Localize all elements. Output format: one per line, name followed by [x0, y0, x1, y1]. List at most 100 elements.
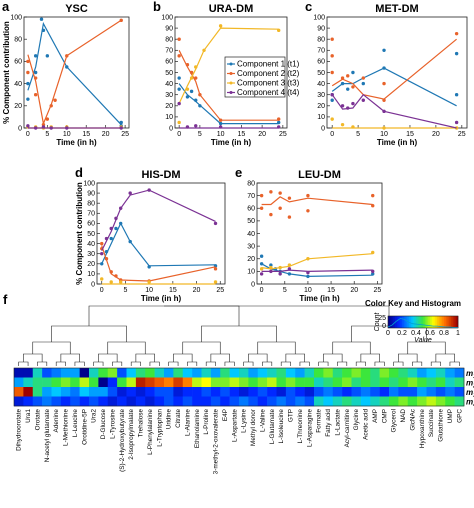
color-key-swatch	[438, 316, 441, 328]
series-line	[331, 93, 457, 129]
y-tick-label: 0	[91, 281, 95, 288]
legend-entry: Component 4 (t4)	[237, 88, 300, 97]
heatmap-cell	[42, 377, 52, 388]
data-point	[382, 81, 386, 86]
heatmap-cell	[192, 396, 202, 407]
heatmap-cell	[173, 368, 184, 378]
heatmap-cell	[89, 396, 99, 407]
column-label: L-Leucine	[72, 409, 79, 438]
color-key-swatch	[449, 316, 452, 328]
data-point	[330, 93, 334, 97]
color-key-ylabel: Count	[374, 312, 381, 332]
data-point	[287, 215, 292, 219]
color-key-swatch	[428, 316, 431, 328]
x-tick-label: 0	[330, 131, 334, 138]
data-point	[114, 226, 118, 231]
heatmap-cell	[79, 396, 90, 407]
heatmap-cell	[304, 368, 315, 378]
heatmap-cell	[70, 387, 80, 397]
data-point	[100, 262, 104, 266]
y-tick-label: 70	[87, 211, 95, 218]
data-point	[119, 280, 123, 284]
panel-c: 0 5 10 15 20 25 0 10 20 30 40 50 60 70 80 90 100 MET-DM c T…	[305, 0, 468, 147]
y-tick-label: 30	[247, 243, 255, 250]
series-4	[26, 124, 123, 130]
heatmap-cell	[173, 387, 184, 397]
color-key-swatch	[410, 316, 413, 328]
heatmap-cell	[407, 396, 418, 407]
x-tick-label: 10	[217, 131, 225, 138]
x-tick-label: 15	[327, 287, 335, 294]
data-point	[26, 124, 30, 128]
data-point	[65, 65, 69, 69]
data-point	[346, 87, 350, 91]
data-point	[177, 87, 181, 91]
legend-marker	[229, 91, 233, 94]
data-point	[382, 126, 386, 130]
column-label: Methyl donor	[250, 408, 257, 446]
data-point	[185, 125, 190, 129]
x-axis-label: Time (in h)	[377, 138, 418, 147]
heatmap-cell	[70, 377, 80, 388]
heatmap-cell	[295, 368, 305, 378]
data-point	[346, 106, 350, 110]
heatmap-frame	[13, 367, 465, 407]
heatmap-cell	[248, 396, 259, 407]
data-point	[194, 76, 198, 80]
column-label: L-Methionine	[63, 409, 70, 446]
color-key-swatch	[405, 316, 408, 328]
heatmap-cell	[360, 377, 371, 388]
color-key-swatch	[440, 316, 443, 328]
heatmap-cell	[351, 368, 362, 378]
heatmap-cell	[342, 368, 352, 378]
panel-title: YSC	[65, 3, 88, 15]
dendrogram-branch	[243, 361, 254, 366]
data-point	[45, 54, 50, 58]
series-2	[259, 190, 375, 219]
column-label: Uridine	[166, 409, 173, 430]
color-key-count-tick: 0	[382, 323, 386, 330]
data-point	[119, 120, 123, 125]
heatmap-cell	[117, 396, 127, 407]
heatmap-cell	[201, 368, 212, 378]
heatmap-cell	[14, 387, 24, 397]
data-point	[454, 120, 459, 125]
dendrogram-branch	[149, 361, 160, 366]
data-point	[147, 265, 151, 269]
legend-entry: Component 3 (t3)	[237, 79, 300, 88]
row-label-text: m	[466, 397, 473, 406]
heatmap-cell	[117, 368, 127, 378]
data-point	[100, 277, 104, 281]
y-tick-label: 40	[247, 231, 255, 238]
heatmap-cell	[192, 368, 202, 378]
heatmap-cell	[60, 396, 71, 407]
row-label: m4	[466, 397, 474, 408]
heatmap-cell	[201, 396, 212, 407]
data-point	[277, 117, 281, 121]
column-label: L-Tyrosine	[109, 409, 116, 439]
heatmap-cell	[398, 368, 409, 378]
x-tick-label: 15	[82, 131, 90, 138]
dendrogram-branch	[107, 341, 146, 354]
column-label: Ura1	[25, 409, 32, 423]
heatmap-cell	[154, 368, 165, 378]
color-key-title: Color Key and Histogram	[365, 299, 461, 308]
heatmap-cell	[14, 377, 24, 388]
data-point	[194, 65, 198, 69]
data-point	[119, 126, 123, 130]
data-point	[371, 193, 375, 198]
y-tick-label: 90	[317, 25, 325, 32]
dendrogram-branch	[285, 353, 305, 362]
column-label: GTP	[288, 409, 295, 422]
heatmap-cell	[370, 377, 380, 388]
data-point	[41, 28, 46, 33]
heatmap-cell	[323, 396, 334, 407]
heatmap-cell	[267, 377, 277, 388]
data-point	[346, 74, 350, 78]
y-tick-label: 30	[165, 92, 173, 99]
x-tick-label: 5	[356, 131, 360, 138]
dendrogram-branch	[51, 325, 127, 342]
heatmap-cell	[107, 368, 118, 378]
dendrogram-branch	[374, 361, 385, 366]
